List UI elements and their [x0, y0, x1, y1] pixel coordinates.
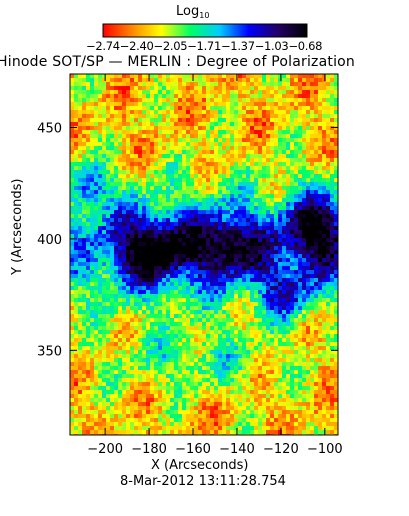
x-tick-label: −120 — [263, 442, 299, 457]
y-tick-label: 350 — [37, 344, 62, 359]
colorbar-tick-labels: −2.74−2.40−2.05−1.71−1.37−1.03−0.68 — [86, 41, 322, 53]
colorbar — [103, 24, 307, 37]
y-tick-label: 400 — [37, 233, 62, 248]
x-tick-label: −100 — [307, 442, 343, 457]
x-tick-label: −180 — [131, 442, 167, 457]
x-tick-label: −160 — [175, 442, 211, 457]
x-axis-label: X (Arcseconds) — [151, 459, 248, 472]
timestamp: 8-Mar-2012 13:11:28.754 — [120, 475, 286, 488]
heatmap-image — [70, 74, 338, 438]
y-tick-label: 450 — [37, 121, 62, 136]
colorbar-title: Log10 — [176, 5, 209, 20]
x-tick-label: −140 — [219, 442, 255, 457]
plot-title: Hinode SOT/SP — MERLIN : Degree of Polar… — [0, 55, 355, 69]
x-tick-label: −200 — [87, 442, 123, 457]
y-axis-label: Y (Arcseconds) — [11, 179, 24, 275]
